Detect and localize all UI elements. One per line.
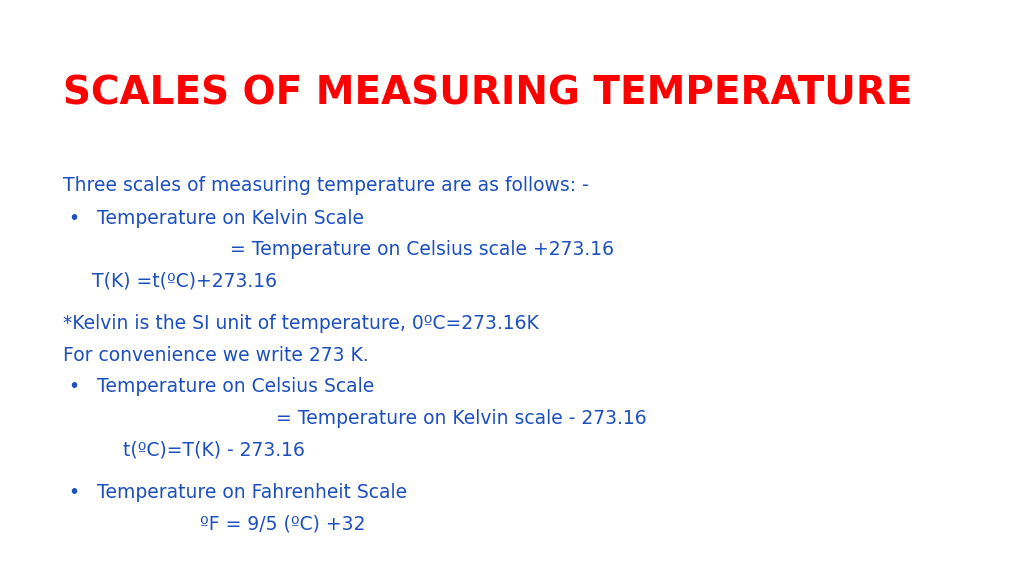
Text: Three scales of measuring temperature are as follows: -: Three scales of measuring temperature ar… [63,176,589,195]
Text: T(K) =t(ºC)+273.16: T(K) =t(ºC)+273.16 [92,272,278,291]
Text: = Temperature on Celsius scale +273.16: = Temperature on Celsius scale +273.16 [230,240,614,259]
Text: = Temperature on Kelvin scale - 273.16: = Temperature on Kelvin scale - 273.16 [276,409,647,428]
Text: SCALES OF MEASURING TEMPERATURE: SCALES OF MEASURING TEMPERATURE [63,75,913,113]
Text: *Kelvin is the SI unit of temperature, 0ºC=273.16K: *Kelvin is the SI unit of temperature, 0… [63,314,540,333]
Text: •: • [69,377,80,396]
Text: Temperature on Kelvin Scale: Temperature on Kelvin Scale [97,209,365,228]
Text: •: • [69,209,80,228]
Text: ºF = 9/5 (ºC) +32: ºF = 9/5 (ºC) +32 [200,514,365,533]
Text: Temperature on Celsius Scale: Temperature on Celsius Scale [97,377,375,396]
Text: •: • [69,483,80,502]
Text: Temperature on Fahrenheit Scale: Temperature on Fahrenheit Scale [97,483,408,502]
Text: t(ºC)=T(K) - 273.16: t(ºC)=T(K) - 273.16 [123,441,305,460]
Text: For convenience we write 273 K.: For convenience we write 273 K. [63,346,369,365]
